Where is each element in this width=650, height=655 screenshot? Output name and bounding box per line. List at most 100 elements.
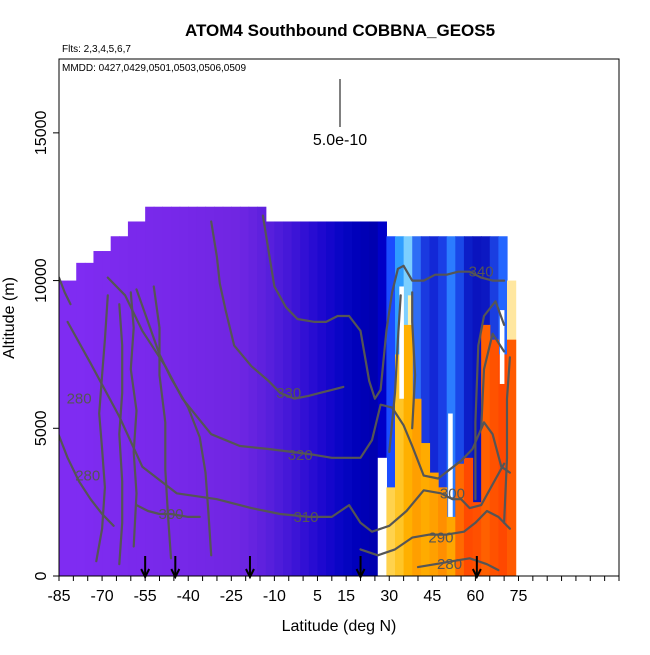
heatmap-layer (59, 206, 517, 576)
heat-column-32 (334, 221, 344, 576)
heat-lower-patch-5 (420, 443, 431, 576)
dates-subtitle: MMDD: 0427,0429,0501,0503,0506,0509 (62, 63, 246, 74)
heat-lower-patch-12 (481, 324, 491, 576)
contour-line-18 (503, 356, 511, 524)
colorbar-scale-label: 5.0e-10 (313, 132, 367, 149)
flight-arrow-head-4 (471, 568, 482, 580)
heat-lower-patch-8 (446, 516, 456, 576)
heat-column-18 (214, 206, 224, 576)
contour-line-13 (152, 285, 173, 560)
x-tick-label: 75 (510, 588, 528, 605)
contour-line-2 (106, 276, 511, 480)
heat-column-20 (231, 206, 241, 576)
x-tick-label: -40 (177, 588, 200, 605)
contour-line-7 (135, 288, 213, 557)
y-tick-label: 15000 (33, 111, 50, 156)
heat-column-35 (360, 221, 370, 576)
flight-arrow-head-1 (170, 568, 181, 580)
heat-column-8 (127, 221, 138, 576)
heat-column-24 (265, 221, 275, 576)
heat-column-30 (317, 221, 327, 576)
x-tick-label: -55 (134, 588, 157, 605)
contour-line-5 (416, 557, 500, 572)
heat-column-12 (162, 206, 172, 576)
heat-lower-patch-4 (412, 398, 422, 576)
heat-column-43 (429, 236, 439, 576)
heat-column-26 (283, 221, 293, 576)
heat-column-4 (93, 251, 103, 576)
contour-line-4 (359, 509, 511, 557)
y-tick-label: 0 (33, 571, 50, 580)
heat-column-48 (472, 236, 482, 576)
heat-lower-patch-6 (429, 472, 439, 576)
heat-column-33 (343, 221, 353, 576)
x-axis-label: Latitude (deg N) (282, 618, 397, 635)
x-tick-label: -10 (263, 588, 286, 605)
contour-line-6 (59, 276, 72, 306)
contour-line-11 (118, 303, 124, 566)
heat-lower-patch-13 (489, 339, 499, 576)
flights-subtitle: Flts: 2,3,4,5,6,7 (62, 44, 131, 55)
heat-column-28 (300, 221, 310, 576)
heat-column-10 (145, 206, 155, 576)
contour-label-0: 340 (469, 264, 494, 281)
heat-column-34 (351, 221, 362, 576)
heat-column-22 (248, 206, 258, 576)
contour-label-6: 280 (437, 556, 462, 573)
y-axis-label: Altitude (m) (1, 277, 18, 359)
contour-line-15 (411, 291, 417, 430)
heat-column-9 (136, 221, 146, 576)
heat-column-17 (205, 206, 215, 576)
plot-frame (58, 58, 620, 577)
heat-column-23 (257, 206, 267, 576)
heat-column-31 (326, 221, 336, 576)
heat-lower-patch-9 (455, 463, 465, 576)
heat-column-2 (76, 262, 86, 576)
heat-column-46 (455, 236, 465, 576)
contour-line-10 (95, 294, 109, 563)
x-tick-label: -85 (47, 588, 70, 605)
contour-label-9: 300 (158, 506, 183, 523)
contour-label-5: 290 (428, 530, 453, 547)
heat-lower-patch-15 (507, 339, 517, 576)
heat-column-37 (377, 221, 387, 576)
y-tick-label: 5000 (33, 410, 50, 446)
heat-column-16 (196, 206, 207, 576)
heat-column-45 (446, 236, 456, 576)
contour-label-1: 330 (276, 385, 301, 402)
heat-light-strip-2 (448, 413, 453, 517)
contour-layer (59, 214, 511, 572)
heat-lower-patch-2 (395, 354, 405, 576)
contour-label-2: 320 (288, 447, 313, 464)
x-tick-label: 45 (423, 588, 441, 605)
contour-line-14 (388, 294, 402, 453)
x-tick-label: 15 (337, 588, 355, 605)
flight-arrow-head-2 (245, 568, 255, 580)
heat-column-44 (438, 236, 448, 576)
x-tick-label: 60 (467, 588, 485, 605)
heat-column-42 (420, 236, 431, 576)
y-axis: 0 5000 10000 15000 (33, 111, 59, 580)
heat-column-11 (153, 206, 163, 576)
x-tick-label: -25 (220, 588, 243, 605)
chart-title: ATOM4 Southbound COBBNA_GEOS5 (185, 21, 495, 40)
contour-line-0 (261, 214, 506, 400)
heat-column-7 (119, 236, 129, 576)
contour-label-layer: 340 330 320 310 300 290 280 280 280 300 (67, 264, 494, 573)
heat-column-0 (59, 280, 69, 576)
contour-label-7: 280 (67, 391, 92, 408)
heat-column-6 (110, 236, 120, 576)
flight-arrow-layer (140, 556, 482, 580)
heat-column-21 (239, 206, 250, 576)
contour-label-8: 280 (75, 468, 100, 485)
contour-line-16 (474, 300, 506, 501)
heat-lower-patch-10 (463, 457, 474, 576)
heat-column-14 (179, 206, 189, 576)
heat-column-15 (188, 206, 198, 576)
heat-light-strip-0 (399, 286, 404, 399)
contour-line-1 (210, 220, 345, 400)
contour-label-3: 310 (293, 509, 318, 526)
x-axis: -85 -70 -55 -40 -25 -10 5 15 30 45 60 75 (47, 576, 620, 605)
